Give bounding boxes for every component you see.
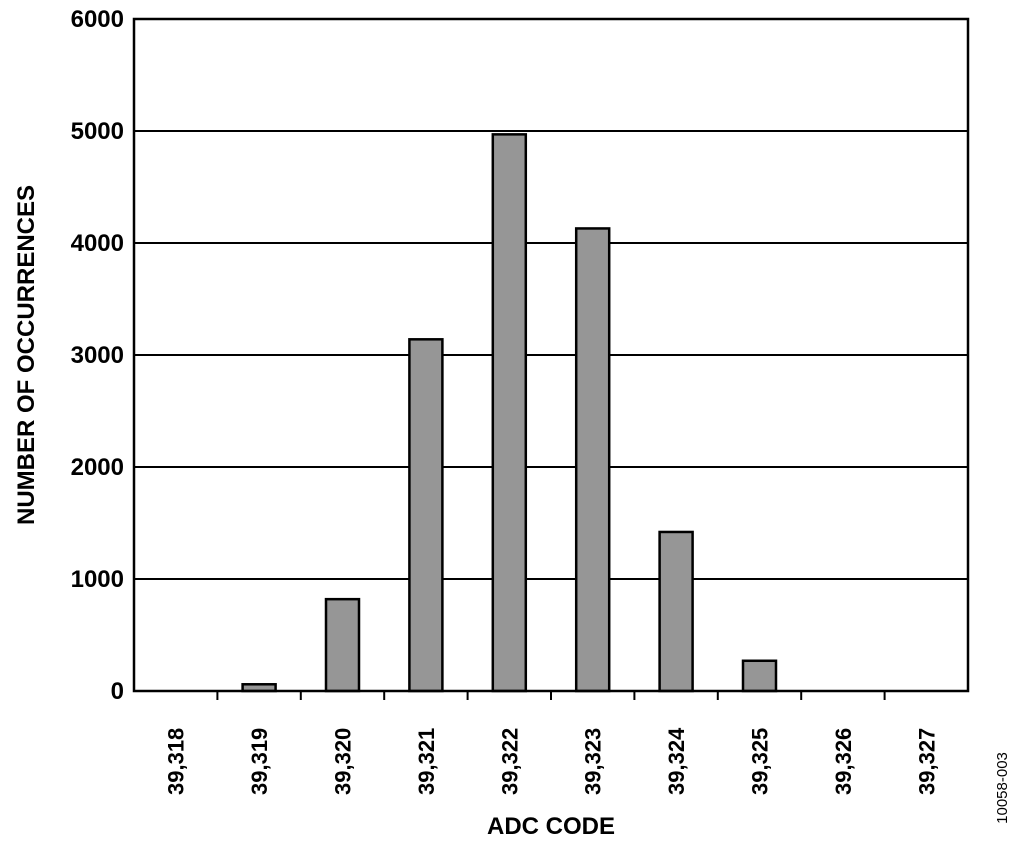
x-tick-label: 39,321 <box>414 728 439 795</box>
x-tick-label: 39,323 <box>581 728 606 795</box>
x-tick-label: 39,320 <box>331 728 356 795</box>
y-tick-label: 3000 <box>71 342 124 369</box>
y-tick-label: 4000 <box>71 230 124 257</box>
y-tick-label: 1000 <box>71 566 124 593</box>
x-tick-label: 39,326 <box>831 728 856 795</box>
bar <box>658 530 694 693</box>
gridlines <box>134 130 968 580</box>
bar <box>324 597 361 693</box>
figure-id-label: 10058-003 <box>994 752 1011 824</box>
x-tick-marks <box>216 691 886 700</box>
y-tick-label: 0 <box>111 678 124 705</box>
y-tick-label: 5000 <box>71 118 124 145</box>
y-tick-label: 2000 <box>71 454 124 481</box>
y-axis-title: NUMBER OF OCCURRENCES <box>13 185 40 525</box>
bar <box>741 659 778 693</box>
x-axis-title: ADC CODE <box>487 813 615 840</box>
bars <box>241 133 778 693</box>
bar <box>408 338 444 693</box>
x-tick-label: 39,325 <box>748 728 773 795</box>
x-tick-label: 39,324 <box>664 727 689 795</box>
y-tick-label: 6000 <box>71 6 124 33</box>
y-tick-labels: 0 1000 2000 3000 4000 5000 6000 <box>71 6 124 705</box>
x-tick-label: 39,327 <box>914 728 939 795</box>
bar <box>491 133 528 693</box>
x-tick-label: 39,319 <box>247 728 272 795</box>
bar <box>574 227 611 693</box>
x-tick-labels: 39,318 39,319 39,320 39,321 39,322 39,323 39,3… <box>164 727 940 795</box>
x-tick-label: 39,322 <box>497 728 522 795</box>
x-tick-label: 39,318 <box>164 728 189 795</box>
